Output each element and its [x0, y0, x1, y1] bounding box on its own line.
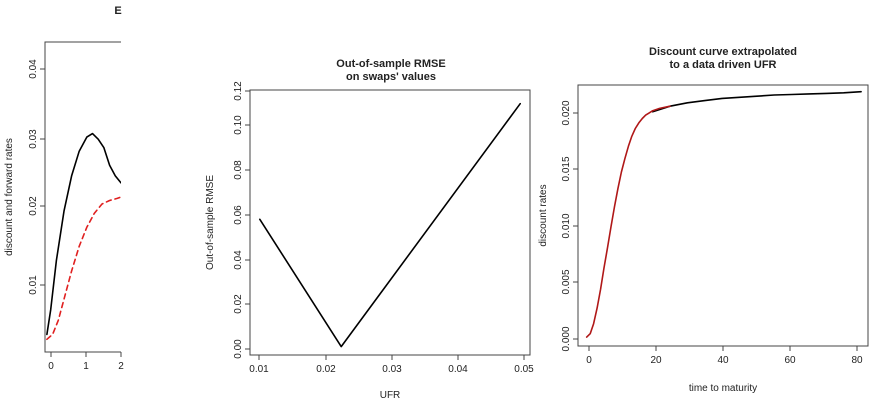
y-tick-label: 0.03 — [28, 129, 39, 149]
x-axis-label: time to maturity — [689, 383, 757, 394]
series-line-2 — [585, 105, 671, 338]
x-tick-label: 2 — [118, 361, 124, 372]
y-tick-label: 0.010 — [561, 213, 572, 238]
chart-title: Discount curve extrapolated — [649, 46, 797, 58]
x-tick-label: 0 — [48, 361, 54, 372]
series-line-2 — [46, 196, 121, 341]
x-axis-label: UFR — [380, 390, 401, 401]
plot-frame — [44, 41, 121, 353]
y-tick-label: 0.10 — [233, 115, 244, 135]
y-tick-label: 0.005 — [561, 269, 572, 294]
y-tick-label: 0.06 — [233, 205, 244, 225]
x-tick-label: 1 — [83, 361, 89, 372]
plot-frame — [577, 84, 869, 347]
chart-title: Out-of-sample RMSE — [336, 58, 445, 70]
x-tick-label: 60 — [784, 355, 796, 366]
series-line-1 — [46, 132, 121, 336]
chart-title: to a data driven UFR — [670, 59, 777, 71]
y-tick-label: 0.01 — [28, 275, 39, 295]
x-tick-label: 0.01 — [249, 364, 269, 375]
y-axis-label: discount and forward rates — [4, 138, 15, 256]
y-tick-label: 0.02 — [233, 294, 244, 314]
series-line-1 — [651, 90, 862, 113]
x-tick-label: 20 — [650, 355, 662, 366]
y-tick-label: 0.00 — [233, 339, 244, 359]
x-tick-label: 0 — [586, 355, 592, 366]
y-tick-label: 0.04 — [28, 59, 39, 79]
y-tick-label: 0.000 — [561, 326, 572, 351]
chart-title: on swaps' values — [346, 71, 436, 83]
y-tick-label: 0.08 — [233, 160, 244, 180]
y-tick-label: 0.015 — [561, 156, 572, 181]
y-tick-label: 0.12 — [233, 81, 244, 101]
y-tick-label: 0.02 — [28, 196, 39, 216]
x-tick-label: 0.02 — [316, 364, 336, 375]
x-tick-label: 40 — [717, 355, 729, 366]
x-tick-label: 0.03 — [382, 364, 402, 375]
y-tick-label: 0.04 — [233, 250, 244, 270]
y-axis-label: discount rates — [538, 184, 549, 246]
x-tick-label: 0.05 — [514, 364, 534, 375]
plot-frame — [249, 89, 531, 356]
y-tick-label: 0.020 — [561, 100, 572, 125]
chart-title: E — [114, 5, 121, 17]
x-tick-label: 80 — [851, 355, 863, 366]
x-tick-label: 0.04 — [448, 364, 468, 375]
chart-1: E 0 1 2 0.01 0.02 0.03 0.04 discount and forward… — [4, 5, 124, 372]
y-axis-label: Out-of-sample RMSE — [205, 175, 216, 270]
series-line-1 — [259, 102, 521, 348]
